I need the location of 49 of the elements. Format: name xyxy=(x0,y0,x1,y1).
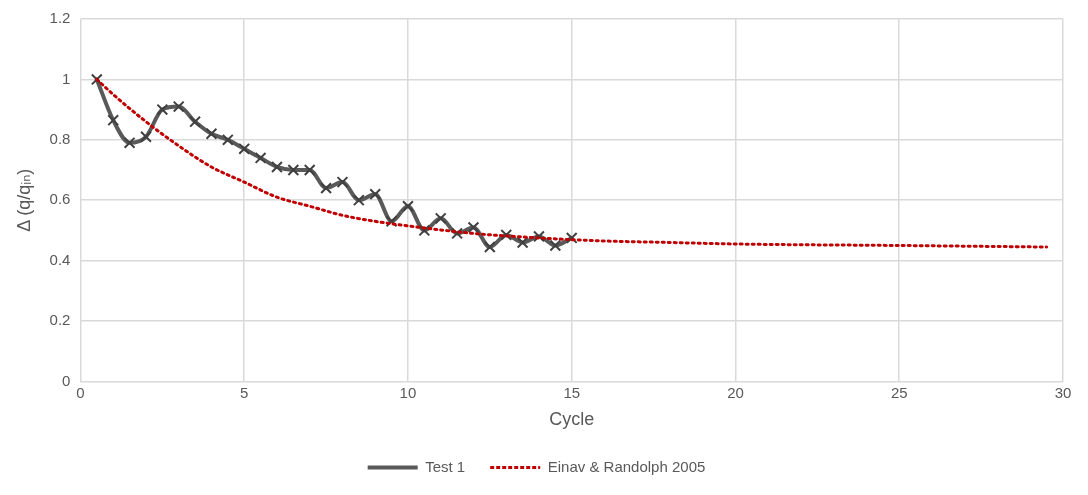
x-tick-label: 15 xyxy=(563,383,581,401)
point xyxy=(336,176,349,189)
point xyxy=(123,136,136,149)
point xyxy=(221,133,234,146)
x-tick-label: 30 xyxy=(1054,383,1072,401)
point xyxy=(402,200,414,213)
point xyxy=(369,188,382,201)
y-tick-label: 0.8 xyxy=(49,129,71,147)
line-series xyxy=(95,77,1049,249)
point xyxy=(172,100,185,113)
x-axis-title: Cycle xyxy=(549,409,595,430)
point xyxy=(483,241,496,253)
point xyxy=(238,142,251,155)
x-tick-label: 25 xyxy=(890,383,908,401)
point xyxy=(140,130,152,143)
y-axis-title: Δ (q/qᵢₙ) xyxy=(13,168,34,232)
point xyxy=(451,227,464,240)
point xyxy=(320,182,333,195)
point xyxy=(418,224,431,237)
point xyxy=(533,230,545,243)
y-tick-label: 0.2 xyxy=(49,311,71,329)
y-tick-label: 0 xyxy=(62,371,71,389)
point xyxy=(500,228,513,241)
point xyxy=(107,114,120,127)
legend-label: Test 1 xyxy=(425,457,466,475)
x-tick-label: 0 xyxy=(76,383,85,401)
point xyxy=(352,194,365,207)
point xyxy=(254,151,267,164)
y-tick-label: 0.4 xyxy=(49,250,71,268)
point xyxy=(549,239,562,252)
point xyxy=(271,161,283,173)
point xyxy=(467,221,480,234)
point xyxy=(516,236,529,249)
point xyxy=(434,212,447,225)
y-tick-label: 1 xyxy=(62,69,71,87)
y-tick-label: 1.2 xyxy=(49,9,71,27)
point xyxy=(205,127,218,140)
point xyxy=(156,103,169,116)
point xyxy=(287,164,300,176)
x-tick-label: 20 xyxy=(727,383,744,401)
x-tick-label: 10 xyxy=(399,383,417,401)
x-tick-label: 5 xyxy=(240,383,249,401)
point xyxy=(90,73,103,86)
y-tick-label: 0.6 xyxy=(49,190,71,208)
point xyxy=(385,215,398,228)
point xyxy=(565,232,578,244)
legend-label: Einav & Randolph 2005 xyxy=(547,457,706,475)
point xyxy=(303,164,316,176)
point xyxy=(189,115,202,128)
